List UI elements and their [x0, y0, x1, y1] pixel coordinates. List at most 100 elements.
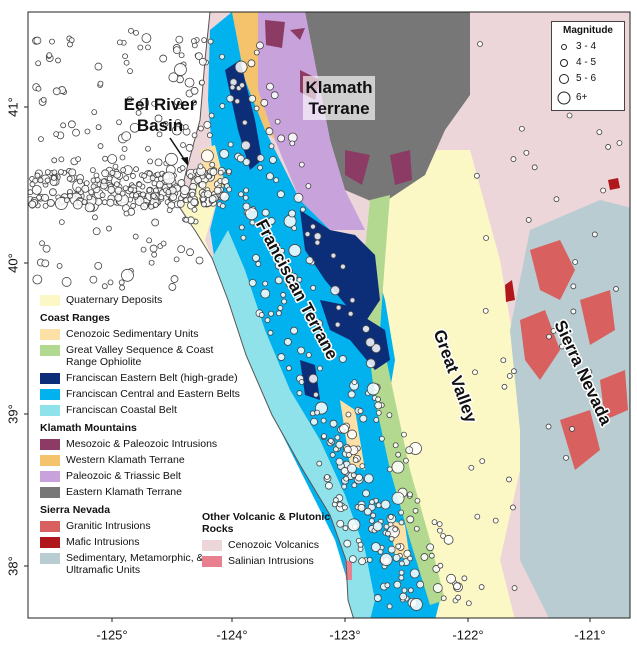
earthquake	[298, 161, 305, 168]
earthquake	[158, 194, 165, 201]
earthquake	[241, 119, 248, 126]
symbol	[557, 91, 571, 105]
legend-swatch	[40, 521, 60, 532]
earthquake	[201, 201, 207, 208]
earthquake	[347, 518, 361, 532]
earthquake	[465, 600, 472, 607]
earthquake	[165, 152, 178, 166]
earthquake	[186, 248, 194, 257]
earthquake	[332, 497, 339, 503]
earthquake	[291, 225, 298, 232]
magnitude-item: 5 - 6	[552, 71, 624, 87]
legend-label: Paleozoic & Triassic Belt	[66, 470, 181, 482]
earthquake	[291, 273, 298, 280]
earthquake	[262, 280, 269, 287]
earthquake	[168, 283, 177, 291]
earthquake	[41, 193, 49, 202]
earthquake	[313, 391, 319, 398]
earthquake	[283, 338, 292, 346]
earthquake	[41, 259, 50, 268]
earthquake	[219, 148, 230, 159]
earthquake	[398, 560, 405, 567]
earthquake	[166, 207, 173, 214]
earthquake	[90, 183, 97, 190]
granitic	[520, 240, 628, 470]
legend-label: Franciscan Central and Eastern Belts	[66, 388, 240, 400]
earthquake	[410, 598, 423, 611]
legend-heading: Klamath Mountains	[40, 422, 137, 434]
earthquake	[139, 98, 150, 108]
earthquake	[253, 49, 260, 56]
lon-ticks	[111, 618, 591, 622]
earthquake	[37, 177, 44, 184]
earthquake	[280, 292, 287, 298]
earthquake	[95, 124, 102, 131]
earthquake	[128, 27, 134, 34]
earthquake	[239, 82, 245, 89]
earthquake	[373, 594, 382, 602]
earthquake	[107, 185, 116, 194]
earthquake	[53, 131, 60, 138]
earthquake	[32, 274, 43, 285]
earthquake	[347, 463, 357, 474]
earthquake	[436, 521, 443, 528]
earthquake	[413, 525, 420, 532]
region-label: Terrane	[308, 99, 369, 118]
symbol	[561, 44, 567, 50]
earthquake	[388, 535, 395, 542]
legend-swatch	[40, 471, 60, 482]
earthquake	[269, 156, 277, 164]
earthquake	[613, 286, 619, 292]
earthquake	[334, 321, 341, 328]
earthquake	[332, 446, 339, 453]
earthquake	[121, 131, 132, 142]
earthquake	[316, 460, 323, 467]
earthquake	[267, 233, 274, 240]
franciscan-central	[208, 12, 440, 618]
earthquake	[63, 197, 70, 204]
earthquake	[46, 52, 53, 59]
earthquake	[372, 521, 383, 532]
earthquake	[616, 140, 623, 146]
earthquake	[249, 219, 256, 226]
earthquake	[523, 149, 530, 156]
earthquake	[563, 454, 569, 461]
earthquake	[182, 124, 189, 130]
earthquake	[219, 53, 225, 60]
earthquake	[67, 41, 73, 48]
earthquake	[227, 141, 234, 148]
earthquake	[130, 173, 136, 179]
earthquake	[351, 482, 358, 489]
earthquake	[247, 59, 256, 68]
earthquake	[437, 562, 444, 569]
label-backdrop	[303, 76, 375, 120]
earthquake	[194, 52, 203, 61]
earthquake	[203, 120, 212, 129]
earthquake	[596, 129, 603, 136]
earthquake	[201, 37, 208, 44]
earthquake	[149, 175, 156, 181]
earthquake	[198, 181, 207, 189]
earthquake	[347, 310, 354, 317]
lon-label: -123°	[329, 627, 360, 642]
earthquake	[177, 245, 186, 254]
legend-swatch	[40, 345, 60, 356]
earthquake	[391, 460, 405, 474]
earthquake	[288, 209, 296, 218]
legend-swatch	[40, 389, 60, 400]
earthquake	[248, 278, 257, 287]
earthquake	[340, 263, 346, 270]
earthquake	[38, 136, 44, 143]
earthquake	[393, 580, 402, 589]
earthquake	[174, 63, 187, 76]
earthquake	[266, 82, 274, 91]
earthquake	[243, 187, 249, 194]
earthquake	[171, 125, 182, 136]
earthquake	[380, 499, 391, 510]
earthquake	[135, 109, 142, 116]
earthquake	[168, 72, 179, 83]
earthquake	[240, 140, 251, 151]
earthquake	[287, 268, 294, 274]
earthquake	[132, 233, 139, 240]
earthquake	[101, 283, 108, 290]
